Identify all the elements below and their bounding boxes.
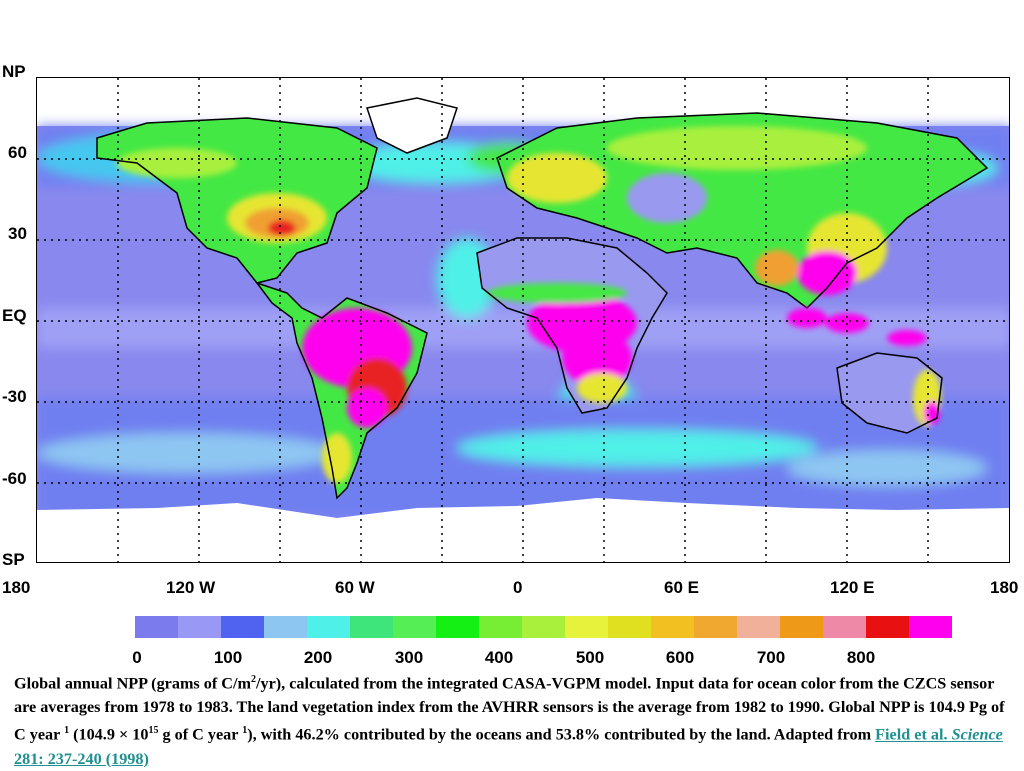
legend-tick-400: 400 [484, 648, 514, 667]
lon-label-180e: 180 [990, 578, 1019, 597]
lon-label-60w: 60 W [335, 578, 375, 597]
legend-swatch-10 [522, 616, 565, 638]
caption-sup-1: 2 [250, 674, 256, 685]
legend-swatch-14 [694, 616, 737, 638]
caption-sup-2: 1 [64, 725, 70, 737]
legend-tick-800: 800 [846, 648, 876, 667]
lon-label-120e: 120 E [830, 578, 875, 597]
legend-tick-100: 100 [213, 648, 243, 667]
legend-swatch-2 [178, 616, 221, 638]
lon-label-180w: 180 [2, 578, 31, 597]
caption-sup-4: 1 [242, 725, 248, 737]
legend-tick-200: 200 [303, 648, 333, 667]
legend-tick-500: 500 [575, 648, 605, 667]
legend-swatch-8 [436, 616, 479, 638]
lon-label-120w: 120 W [166, 578, 216, 597]
legend-tick-0: 0 [132, 648, 142, 667]
lat-label-eq: EQ [2, 306, 27, 325]
citation-link[interactable]: Field et al. Science 281: 237-240 (1998) [14, 726, 1003, 768]
legend-swatch-7 [393, 616, 436, 638]
caption-text-2: /yr), calculated from the integrated CAS… [14, 674, 1005, 744]
lat-label-np: NP [2, 62, 26, 81]
legend-swatch-16 [780, 616, 823, 638]
lat-label-sp: SP [2, 550, 25, 569]
legend-tick-600: 600 [665, 648, 695, 667]
legend-swatch-0 [92, 616, 135, 638]
legend-swatch-5 [307, 616, 350, 638]
north-america [96, 97, 458, 284]
legend-swatch-19 [909, 616, 952, 638]
greenland [366, 97, 458, 154]
legend-swatch-4 [264, 616, 307, 638]
south-america [254, 281, 428, 500]
legend-swatch-15 [737, 616, 780, 638]
citation-authors: Field et al. [875, 725, 952, 744]
legend-tick-700: 700 [756, 648, 786, 667]
legend-swatch-12 [608, 616, 651, 638]
lat-label-60n: 60 [8, 143, 27, 162]
caption-text-5: ), with 46.2% contributed by the oceans … [247, 725, 876, 744]
legend-swatch-3 [221, 616, 264, 638]
caption-text-3: (104.9 × 10 [69, 725, 149, 744]
legend-swatch-11 [565, 616, 608, 638]
legend-swatch-18 [866, 616, 909, 638]
legend-swatch-1 [135, 616, 178, 638]
legend-tick-300: 300 [394, 648, 424, 667]
lat-label-30n: 30 [8, 224, 27, 243]
legend-swatch-9 [479, 616, 522, 638]
map-graphic [37, 78, 1009, 562]
antarctica [37, 498, 1009, 562]
legend-swatch-17 [823, 616, 866, 638]
caption-text-4: g of C year [158, 725, 239, 744]
lat-label-60s: -60 [2, 469, 27, 488]
africa [476, 237, 668, 414]
caption-sup-3: 15 [148, 725, 159, 737]
australia [836, 352, 943, 434]
legend-swatch-13 [651, 616, 694, 638]
citation-details: 281: 237-240 (1998) [14, 749, 149, 768]
figure-caption: Global annual NPP (grams of C/m2/yr), ca… [14, 668, 1018, 771]
caption-text-1: Global annual NPP (grams of C/m [14, 674, 251, 693]
citation-journal: Science [951, 725, 1003, 744]
color-legend-bar [92, 616, 952, 638]
legend-swatch-6 [350, 616, 393, 638]
lat-label-30s: -30 [2, 387, 27, 406]
npp-world-map [36, 77, 1010, 563]
grid-lines [37, 78, 1009, 562]
lon-label-60e: 60 E [664, 578, 699, 597]
lon-label-0: 0 [513, 578, 523, 597]
